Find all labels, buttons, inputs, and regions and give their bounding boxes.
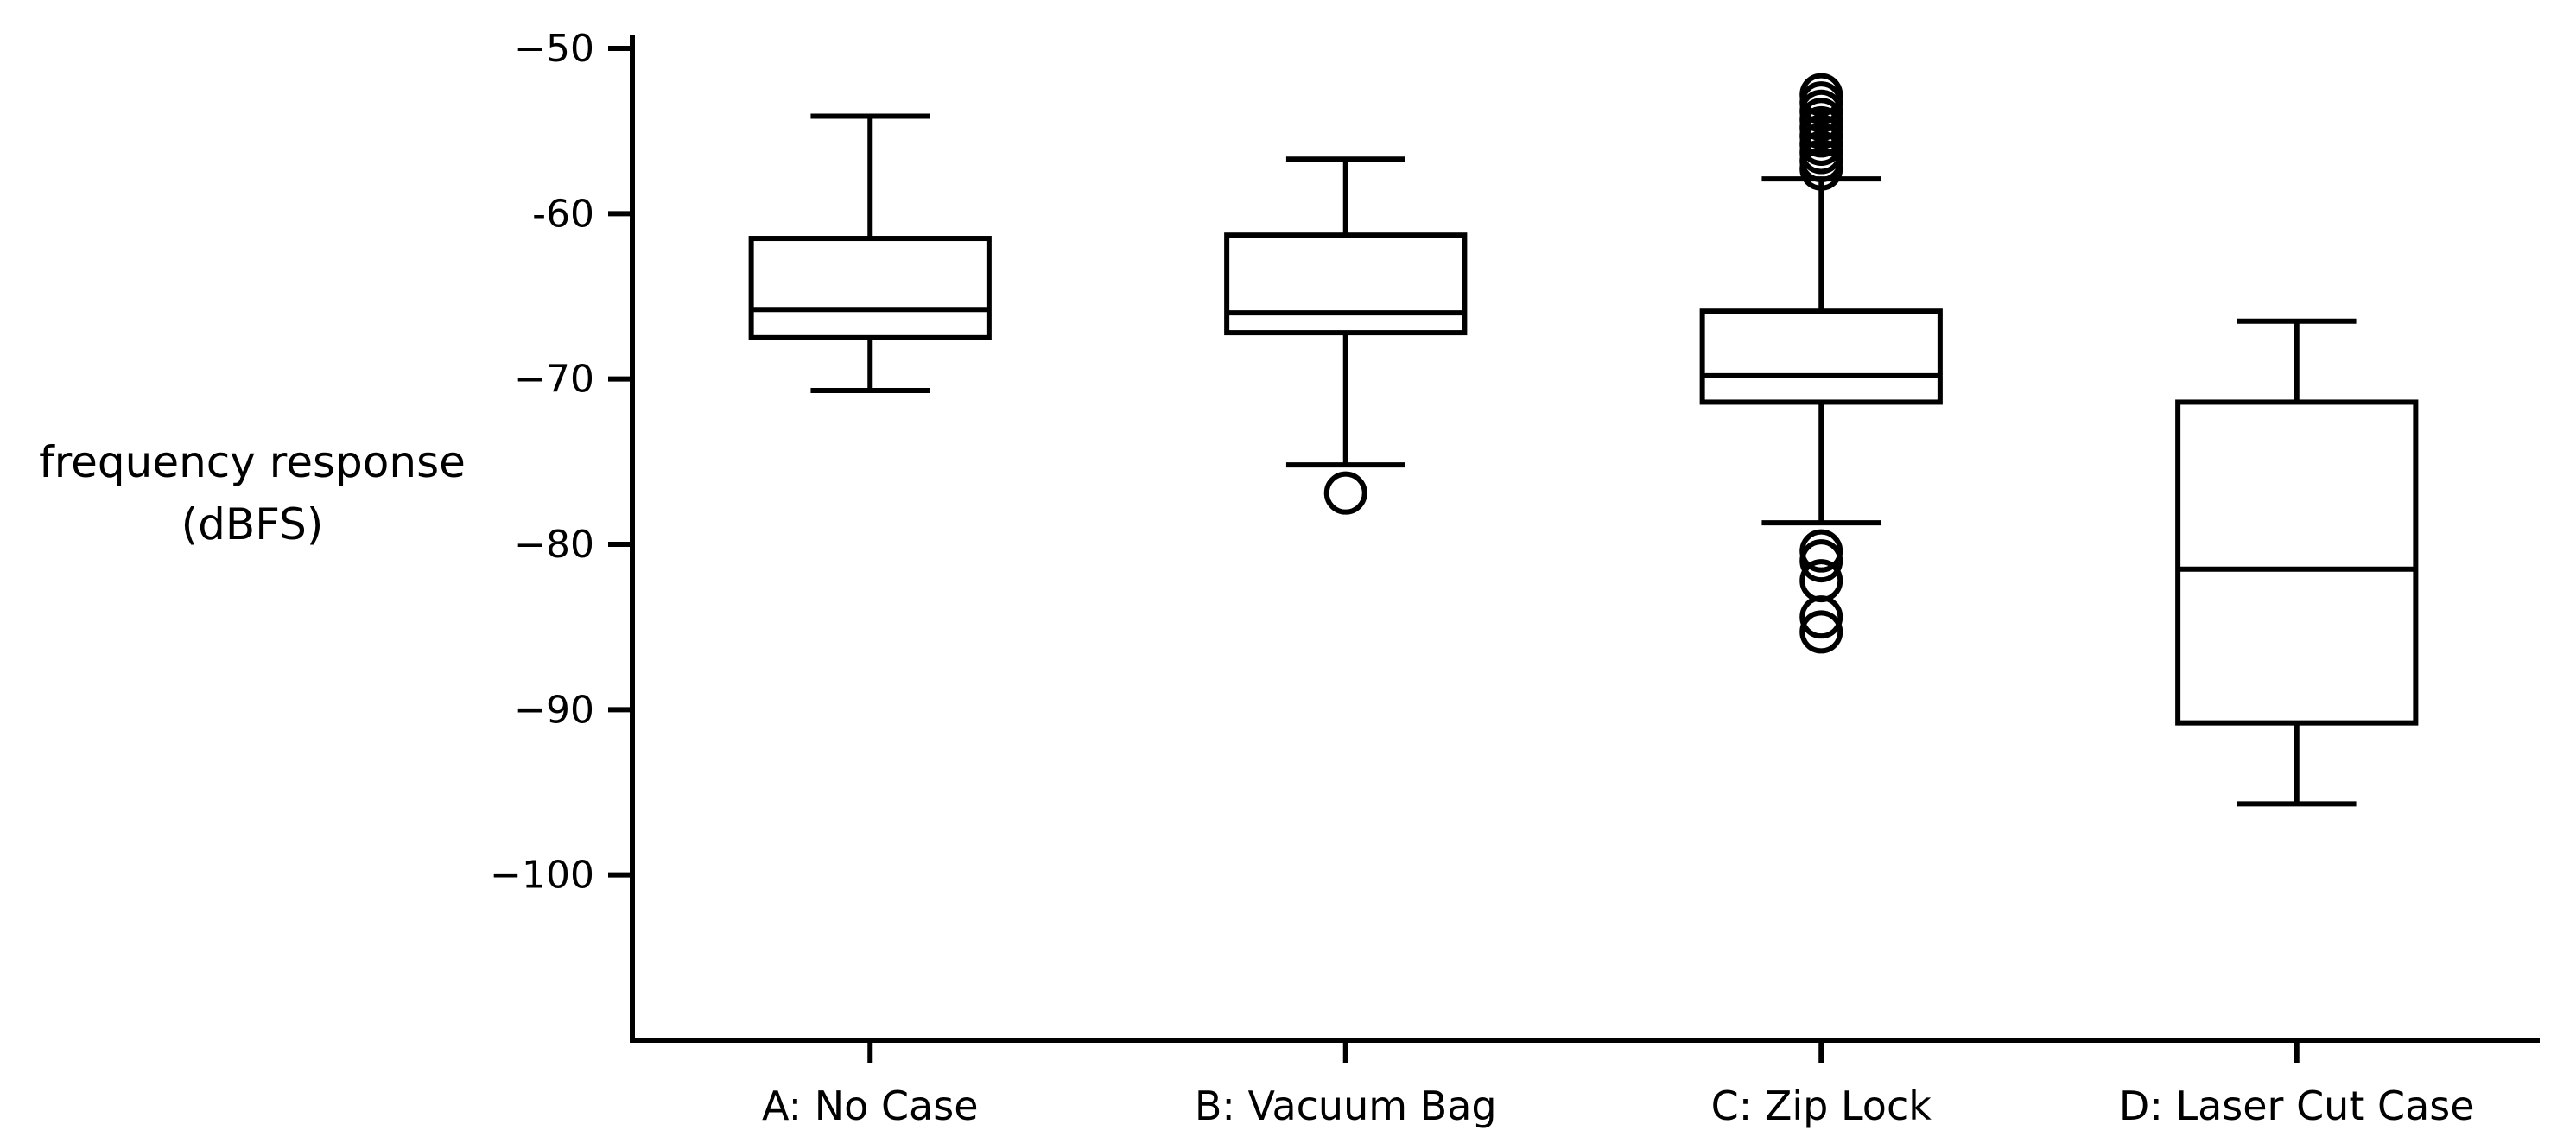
y-axis-label-line: frequency response: [39, 437, 466, 487]
outlier-point: [1323, 471, 1367, 515]
box-iqr: [1224, 232, 1468, 336]
y-ticks: −50 -60 −70 −80 −90 −100: [490, 27, 632, 898]
y-tick-label: −70: [514, 358, 594, 402]
boxes: [748, 73, 2419, 807]
box-group: [748, 113, 992, 394]
box-iqr: [748, 236, 992, 340]
x-category-label: D: Laser Cut Case: [2119, 1083, 2475, 1129]
y-tick-label: −100: [490, 854, 594, 898]
y-axis-label-line: (dBFS): [181, 499, 324, 549]
y-tick-label: −80: [514, 523, 594, 567]
x-ticks: A: No Case B: Vacuum Bag C: Zip Lock D: Las…: [762, 1040, 2475, 1129]
y-tick-label: −90: [514, 688, 594, 732]
x-category-label: B: Vacuum Bag: [1195, 1083, 1497, 1129]
box-group: [1699, 73, 1943, 654]
x-category-label: C: Zip Lock: [1711, 1083, 1932, 1129]
y-tick-label: −50: [514, 27, 594, 71]
box-group: [2175, 318, 2419, 807]
outlier-point: [1799, 610, 1843, 654]
y-tick-label: -60: [532, 192, 594, 236]
x-category-label: A: No Case: [762, 1083, 979, 1129]
outlier-point: [1799, 147, 1843, 191]
box-iqr: [1699, 308, 1943, 405]
outlier-point: [1799, 595, 1843, 639]
y-axis-label: frequency response (dBFS): [39, 437, 466, 549]
outlier-point: [1799, 539, 1843, 583]
axes: [630, 35, 2540, 1043]
box-iqr: [2175, 399, 2419, 726]
box-group: [1224, 156, 1468, 515]
